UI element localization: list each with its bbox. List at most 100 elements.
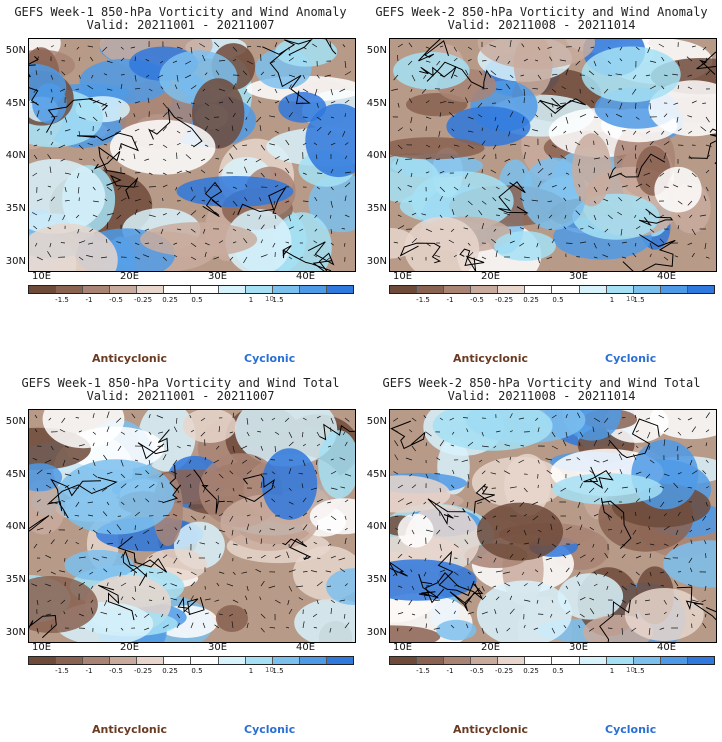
colorbar-label: 0.5 [191, 667, 203, 675]
lon-label: 10E [393, 271, 413, 282]
legend-cyclonic: Cyclonic [605, 352, 657, 365]
colorbar-bin [272, 657, 300, 664]
colorbar-unit: 10 [265, 666, 274, 674]
vorticity-map [29, 39, 355, 271]
legend-cyclonic: Cyclonic [244, 723, 296, 736]
map-frame [28, 409, 356, 643]
map-frame [389, 38, 717, 272]
colorbar-bin [272, 286, 300, 293]
colorbar-label: 1.5 [633, 296, 645, 304]
colorbar-bin [417, 286, 445, 293]
colorbar-label: -1.5 [416, 296, 430, 304]
lat-label: 40N [5, 521, 26, 532]
panel-valid-date: Valid: 20211008 - 20211014 [447, 18, 636, 32]
lat-label: 50N [5, 416, 26, 427]
lat-label: 30N [366, 627, 387, 638]
colorbar-label: -0.25 [494, 667, 514, 675]
colorbar-bin [471, 657, 499, 664]
colorbar-label: 0.25 [523, 667, 539, 675]
colorbar-bin [606, 286, 634, 293]
colorbar-bin [245, 657, 273, 664]
colorbar-label: 1 [609, 667, 615, 675]
colorbar-bin [164, 657, 192, 664]
colorbar-bin [552, 657, 580, 664]
legend-cyclonic: Cyclonic [244, 352, 296, 365]
colorbar [28, 656, 354, 665]
lon-label: 20E [481, 642, 501, 653]
colorbar-label: 1 [248, 667, 254, 675]
colorbar-label: 1.5 [272, 296, 284, 304]
lon-label: 10E [32, 271, 52, 282]
lon-label: 40E [657, 642, 677, 653]
colorbar-unit: 10 [626, 295, 635, 303]
lon-label: 40E [296, 642, 316, 653]
colorbar-label: -1 [446, 296, 454, 304]
colorbar-bin [579, 657, 607, 664]
lat-label: 50N [5, 45, 26, 56]
colorbar-bin [552, 286, 580, 293]
panel-week1-anomaly: GEFS Week-1 850-hPa Vorticity and Wind A… [0, 0, 361, 371]
colorbar [389, 656, 715, 665]
vorticity-map [390, 39, 716, 271]
colorbar-label: 1.5 [272, 667, 284, 675]
vorticity-map [390, 410, 716, 642]
lat-label: 35N [366, 203, 387, 214]
colorbar-bin [606, 657, 634, 664]
colorbar-bin [687, 286, 714, 293]
colorbar-bin [191, 286, 219, 293]
panel-week2-total: GEFS Week-2 850-hPa Vorticity and Wind T… [361, 371, 722, 742]
lon-label: 10E [32, 642, 52, 653]
colorbar-label: 1 [609, 296, 615, 304]
lon-label: 30E [208, 642, 228, 653]
colorbar-bin [660, 286, 688, 293]
legend-anticyclonic: Anticyclonic [92, 723, 168, 736]
vorticity-map [29, 410, 355, 642]
lon-label: 30E [569, 642, 589, 653]
panel-title: GEFS Week-1 850-hPa Vorticity and Wind A… [14, 5, 347, 19]
lon-label: 20E [120, 642, 140, 653]
colorbar-bin [471, 286, 499, 293]
colorbar-bin [137, 657, 165, 664]
colorbar-label: -1.5 [416, 667, 430, 675]
legend-anticyclonic: Anticyclonic [453, 723, 529, 736]
lat-label: 50N [366, 416, 387, 427]
colorbar-label: -1.5 [55, 667, 69, 675]
colorbar-bin [29, 286, 57, 293]
lat-label: 40N [366, 521, 387, 532]
colorbar-bin [633, 657, 661, 664]
colorbar-bin [498, 657, 526, 664]
lat-label: 30N [5, 256, 26, 267]
colorbar-bin [444, 286, 472, 293]
lat-label: 40N [5, 150, 26, 161]
lat-label: 45N [5, 469, 26, 480]
colorbar-label: -0.25 [133, 296, 153, 304]
lon-label: 40E [657, 271, 677, 282]
legend-anticyclonic: Anticyclonic [453, 352, 529, 365]
colorbar-bin [83, 657, 111, 664]
colorbar-bin [326, 657, 353, 664]
colorbar-bin [633, 286, 661, 293]
colorbar-bin [245, 286, 273, 293]
colorbar-bin [390, 657, 418, 664]
colorbar-label: -1.5 [55, 296, 69, 304]
lat-label: 40N [366, 150, 387, 161]
colorbar-unit: 10 [626, 666, 635, 674]
lat-label: 35N [366, 574, 387, 585]
map-frame [389, 409, 717, 643]
colorbar-unit: 10 [265, 295, 274, 303]
lat-label: 45N [366, 469, 387, 480]
lon-label: 10E [393, 642, 413, 653]
colorbar-label: 0.25 [523, 296, 539, 304]
panel-week2-anomaly: GEFS Week-2 850-hPa Vorticity and Wind A… [361, 0, 722, 371]
colorbar-label: 1.5 [633, 667, 645, 675]
colorbar-bin [417, 657, 445, 664]
lat-label: 30N [5, 627, 26, 638]
lon-label: 30E [569, 271, 589, 282]
colorbar-label: 0.5 [191, 296, 203, 304]
colorbar-bin [390, 286, 418, 293]
panel-valid-date: Valid: 20211001 - 20211007 [86, 18, 275, 32]
lat-label: 50N [366, 45, 387, 56]
colorbar-label: -1 [85, 296, 93, 304]
colorbar-label: 0.5 [552, 296, 564, 304]
colorbar-bin [299, 286, 327, 293]
